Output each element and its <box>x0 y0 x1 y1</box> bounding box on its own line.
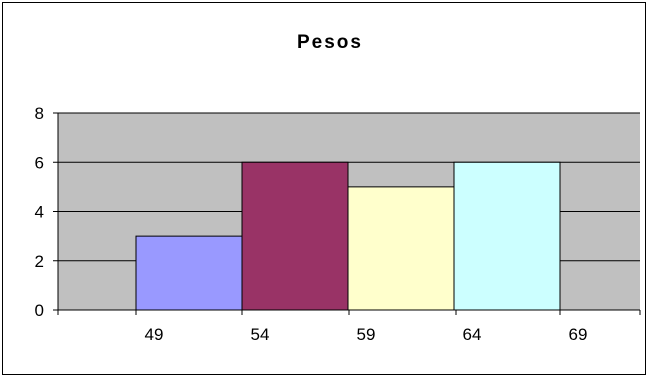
bar-54-59 <box>241 161 349 311</box>
bar-49-54 <box>135 235 243 311</box>
y-tick-label: 8 <box>35 104 44 123</box>
x-tick-label: 64 <box>463 325 482 344</box>
x-tick-label: 54 <box>251 325 270 344</box>
chart-title: Pesos <box>297 32 363 53</box>
x-tick-label: 69 <box>569 325 588 344</box>
x-tick-label: 59 <box>357 325 376 344</box>
y-tick-label: 4 <box>35 203 44 222</box>
y-tick-label: 0 <box>35 301 44 320</box>
x-tick-label: 49 <box>145 325 164 344</box>
y-tick-label: 2 <box>35 252 44 271</box>
y-tick-label: 6 <box>35 153 44 172</box>
bar-64-69 <box>453 161 561 311</box>
bar-59-64 <box>347 186 455 311</box>
plot-area: 0 2 4 6 8 49 54 59 64 69 <box>35 104 641 344</box>
